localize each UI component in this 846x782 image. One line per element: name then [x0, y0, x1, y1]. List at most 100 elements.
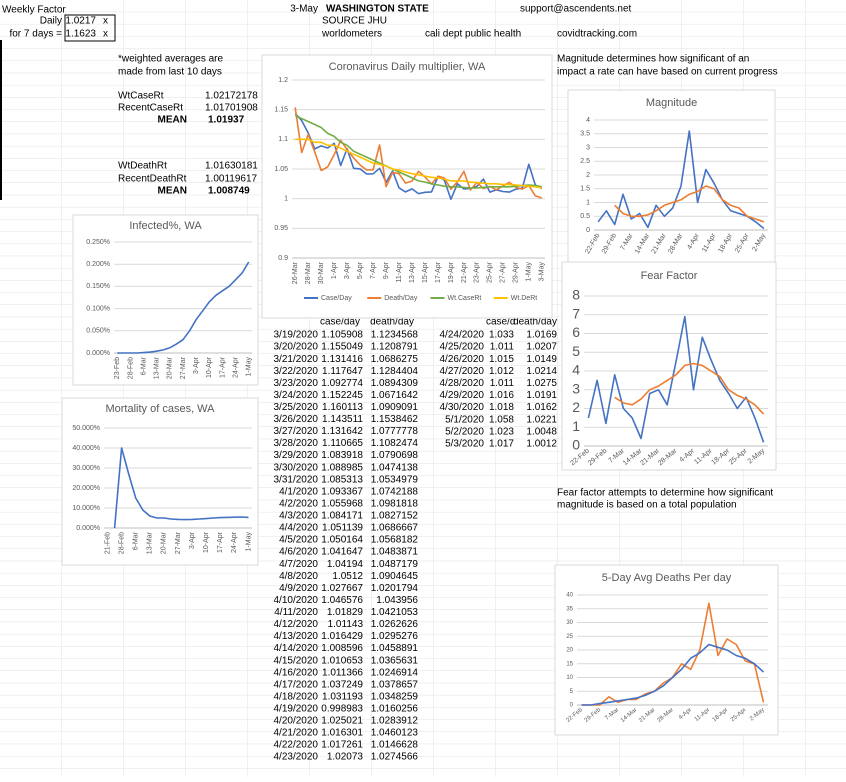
table-cell: 1.093367 — [321, 486, 363, 497]
y-tick-label: 30.000% — [72, 465, 100, 472]
table-cell: 1.0487179 — [371, 559, 419, 570]
table-cell: 1.131416 — [321, 354, 363, 365]
cell-text: x — [103, 29, 108, 40]
x-tick-label: 24-Apr — [232, 356, 239, 378]
table-cell: 1.143511 — [322, 414, 363, 425]
table-cell: 1.037249 — [321, 679, 363, 690]
x-tick-label: 5-Apr — [357, 261, 364, 279]
chart-area — [561, 261, 777, 471]
cell-text: RecentDeathRt — [118, 174, 187, 185]
x-tick-label: 6-Mar — [140, 356, 147, 375]
table-cell: 1.084171 — [321, 511, 363, 522]
x-tick-label: 6-Mar — [133, 531, 140, 550]
x-tick-label: 28-Feb — [118, 532, 125, 554]
x-tick-label: 15-Apr — [422, 261, 429, 283]
x-tick-label: 1-May — [526, 262, 533, 282]
y-tick-label: 3 — [572, 380, 580, 396]
legend-label: Wt.CaseRt — [448, 295, 482, 302]
table-cell: 3/20/2020 — [274, 342, 319, 353]
table-cell: 1.0191 — [526, 390, 557, 401]
table-cell: 5/3/2020 — [445, 439, 484, 450]
cell-text: 3-May — [290, 4, 318, 15]
y-tick-label: 0.000% — [86, 350, 110, 357]
table-cell: 1.0274566 — [371, 752, 419, 763]
table-cell: 1.0214 — [526, 366, 557, 377]
y-tick-label: 2 — [572, 399, 580, 415]
table-cell: 3/29/2020 — [274, 450, 319, 461]
cell-text: MEAN — [158, 115, 187, 126]
table-cell: 1.0474138 — [371, 462, 419, 473]
y-tick-label: 0.150% — [86, 283, 110, 290]
table-cell: 4/5/2020 — [279, 535, 318, 546]
factor-box — [64, 14, 116, 42]
y-tick-label: 25 — [566, 634, 573, 640]
table-cell: 1.0458891 — [371, 643, 419, 654]
y-tick-label: 0.250% — [86, 239, 110, 246]
x-tick-label: 3-Apr — [344, 261, 351, 279]
table-cell: 4/9/2020 — [279, 583, 318, 594]
x-tick-label: 25-Apr — [487, 261, 494, 283]
table-cell: 1.023 — [489, 426, 514, 437]
table-cell: 1.0460123 — [371, 728, 419, 739]
y-tick-label: 0.5 — [580, 213, 590, 220]
table-cell: 4/1/2020 — [279, 486, 318, 497]
x-tick-label: 21-Feb — [104, 532, 111, 554]
y-tick-label: 2 — [586, 172, 590, 179]
x-tick-label: 23-Feb — [114, 357, 121, 379]
x-tick-label: 13-Mar — [147, 531, 154, 554]
cell-text: magnitude is based on a total population — [557, 500, 737, 511]
table-cell: 4/16/2020 — [274, 667, 319, 678]
table-cell: 4/26/2020 — [440, 354, 485, 365]
y-tick-label: 1.1 — [278, 136, 288, 143]
table-cell: 1.011 — [490, 342, 515, 353]
table-cell: 4/15/2020 — [274, 655, 319, 666]
table-cell: 1.1082474 — [371, 438, 419, 449]
table-cell: 4/24/2020 — [440, 330, 485, 341]
cell-text: x — [103, 16, 108, 27]
table-cell: 1.0981818 — [371, 498, 419, 509]
table-cell: 1.033 — [489, 330, 514, 341]
table-cell: 1.010653 — [321, 655, 363, 666]
table-cell: 3/30/2020 — [274, 462, 319, 473]
table-cell: 1.1284404 — [371, 366, 419, 377]
table-cell: 1.1234568 — [371, 330, 419, 341]
table-cell: 3/28/2020 — [274, 438, 319, 449]
cell-text: 1.00119617 — [205, 174, 258, 185]
y-tick-label: 0 — [570, 703, 574, 709]
cell-text: impact a rate can have based on current … — [557, 67, 778, 78]
cell-text: MEAN — [158, 186, 187, 197]
table-cell: 1.050164 — [321, 535, 363, 546]
y-tick-label: 3.5 — [580, 131, 590, 138]
x-tick-label: 29-Apr — [513, 261, 520, 283]
x-tick-label: 28-Feb — [127, 357, 134, 379]
table-cell: 1.0283912 — [371, 716, 419, 727]
y-tick-label: 2.5 — [580, 158, 590, 165]
table-cell: 1.0742188 — [371, 486, 419, 497]
table-cell: 1.0894309 — [371, 378, 419, 389]
table-cell: 1.051139 — [322, 523, 363, 534]
table-cell: 4/4/2020 — [279, 523, 318, 534]
table-cell: 5/1/2020 — [445, 414, 484, 425]
table-cell: 4/20/2020 — [274, 716, 319, 727]
table-cell: 4/18/2020 — [274, 691, 319, 702]
legend-label: Wt.DeRt — [511, 295, 538, 302]
cell-text: Magnitude determines how significant of … — [557, 54, 749, 65]
table-cell: 1.058 — [489, 414, 514, 425]
y-tick-label: 20.000% — [72, 485, 100, 492]
table-cell: 4/3/2020 — [279, 511, 318, 522]
x-tick-label: 27-Mar — [180, 356, 187, 379]
table-cell: 1.0012 — [526, 439, 557, 450]
chart-area — [567, 89, 776, 263]
cell-text: worldometers — [321, 29, 382, 40]
table-cell: 1.117647 — [322, 366, 363, 377]
cell-text: 1.02172178 — [205, 91, 258, 102]
series-line — [581, 643, 765, 706]
table-cell: 1.0686667 — [371, 523, 419, 534]
y-tick-label: 1 — [586, 199, 590, 206]
table-cell: 4/30/2020 — [440, 402, 485, 413]
table-cell: 1.131642 — [321, 426, 363, 437]
table-cell: 1.015 — [489, 354, 514, 365]
y-tick-label: 5 — [570, 689, 574, 695]
cell-text: 1.0217 — [65, 16, 96, 27]
